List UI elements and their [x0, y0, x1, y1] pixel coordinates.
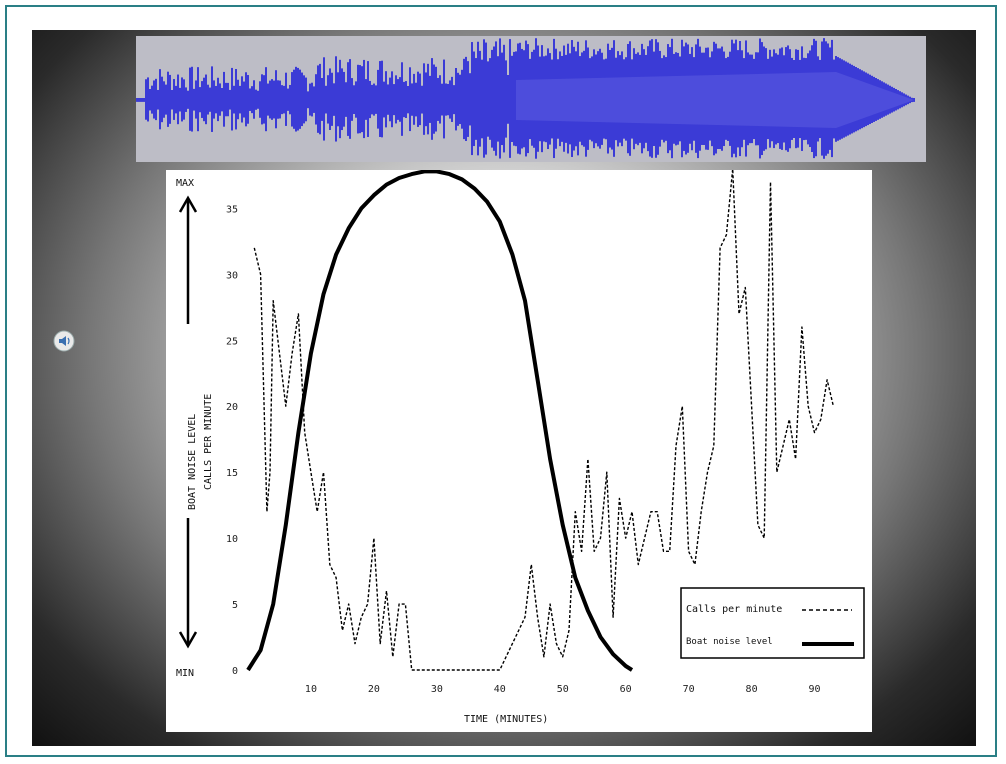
x-axis-label: TIME (MINUTES) [464, 714, 548, 725]
waveform-icon [135, 38, 915, 159]
series-line-boat-noise-level [246, 169, 634, 672]
waveform-envelope [516, 72, 914, 128]
y-tick-label: 5 [232, 600, 238, 611]
x-tick-label: 40 [494, 684, 506, 695]
max-min-arrows [178, 195, 198, 649]
max-label: MAX [176, 178, 194, 189]
speaker-icon[interactable] [52, 330, 76, 352]
calls-vs-noise-chart: MAX MIN BOAT NOISE LEVEL CALLS PER MINUT… [176, 168, 865, 725]
x-tick-label: 50 [557, 684, 569, 695]
x-tick-label: 60 [620, 684, 632, 695]
x-tick-label: 90 [809, 684, 821, 695]
chart-legend: Calls per minute Boat noise level [680, 587, 865, 659]
boat-noise-side-label: BOAT NOISE LEVEL [187, 414, 198, 510]
legend-boat-noise-level: Boat noise level [686, 637, 773, 647]
x-tick-label: 10 [305, 684, 317, 695]
x-tick-label: 80 [746, 684, 758, 695]
x-tick-label: 30 [431, 684, 443, 695]
y-tick-label: 20 [226, 402, 238, 413]
y-tick-label: 0 [232, 666, 238, 677]
legend-calls-per-minute: Calls per minute [686, 604, 782, 615]
y-axis-label: CALLS PER MINUTE [203, 394, 214, 490]
y-tick-label: 10 [226, 534, 238, 545]
chart-panel: MAX MIN BOAT NOISE LEVEL CALLS PER MINUT… [166, 168, 872, 732]
min-label: MIN [176, 668, 194, 679]
x-tick-label: 70 [683, 684, 695, 695]
y-tick-label: 15 [226, 468, 238, 479]
x-tick-label: 20 [368, 684, 380, 695]
y-tick-label: 30 [226, 270, 238, 281]
y-tick-label: 25 [226, 336, 238, 347]
y-tick-label: 35 [226, 204, 238, 215]
audio-waveform[interactable] [135, 36, 926, 162]
